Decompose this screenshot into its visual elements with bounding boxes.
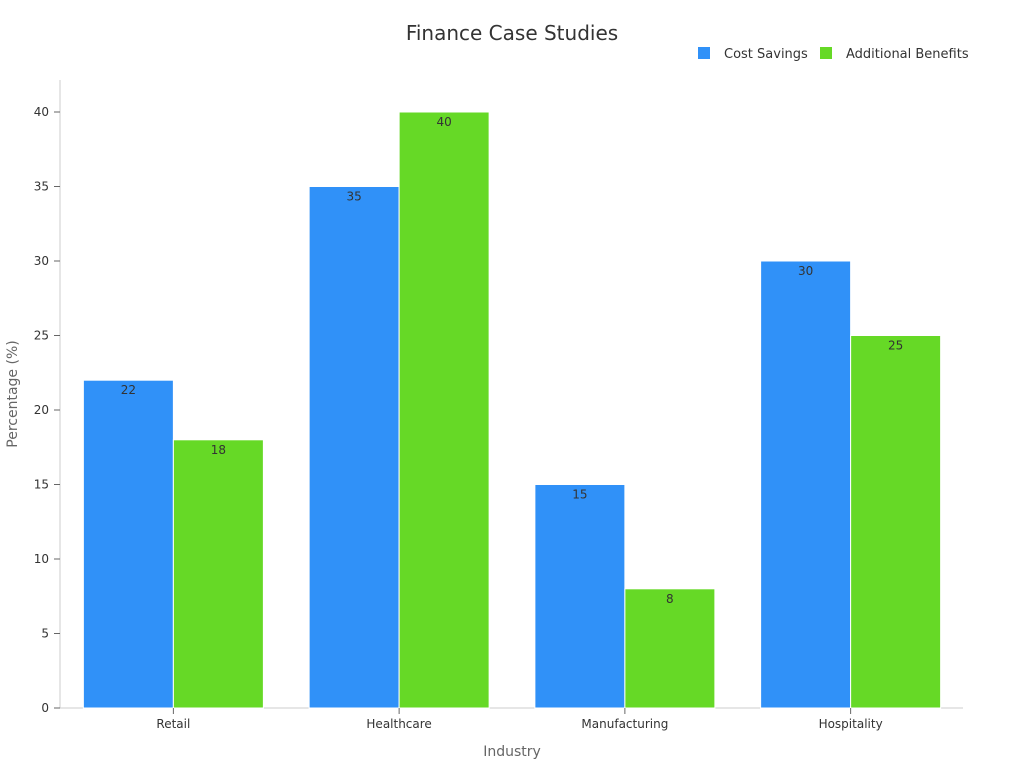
x-tick-label: Hospitality — [819, 717, 883, 731]
y-tick-label: 30 — [34, 254, 49, 268]
legend-item-cost-savings[interactable]: Cost Savings — [698, 47, 808, 62]
bar-retail-additional-benefits[interactable] — [172, 439, 264, 709]
bar-label-healthcare-cost-savings: 35 — [346, 190, 361, 204]
bar-label-manufacturing-additional-benefits: 8 — [666, 592, 674, 606]
bar-manufacturing-cost-savings[interactable] — [534, 484, 626, 709]
bar-hospitality-cost-savings[interactable] — [760, 260, 852, 709]
y-tick-label: 35 — [34, 180, 49, 194]
x-tick-label: Healthcare — [366, 717, 431, 731]
legend-item-additional-benefits[interactable]: Additional Benefits — [820, 47, 969, 62]
x-tick-label: Retail — [156, 717, 190, 731]
bar-healthcare-cost-savings[interactable] — [308, 186, 400, 709]
legend-swatch-cost-savings — [698, 47, 710, 59]
bar-healthcare-additional-benefits[interactable] — [398, 111, 490, 709]
bar-label-retail-additional-benefits: 18 — [211, 443, 226, 457]
bar-label-retail-cost-savings: 22 — [121, 383, 136, 397]
y-tick-label: 20 — [34, 403, 49, 417]
bar-hospitality-additional-benefits[interactable] — [850, 335, 942, 709]
bar-data-labels: 22 18 35 40 15 8 30 25 — [121, 115, 904, 606]
legend: Cost Savings Additional Benefits — [698, 47, 969, 62]
bar-label-healthcare-additional-benefits: 40 — [436, 115, 451, 129]
y-tick-label: 0 — [41, 701, 49, 715]
bar-label-hospitality-additional-benefits: 25 — [888, 339, 903, 353]
bar-retail-cost-savings[interactable] — [82, 379, 174, 709]
legend-label-cost-savings: Cost Savings — [724, 47, 808, 62]
y-axis-title: Percentage (%) — [5, 340, 21, 447]
bar-label-hospitality-cost-savings: 30 — [798, 264, 813, 278]
legend-swatch-additional-benefits — [820, 47, 832, 59]
y-tick-label: 5 — [41, 627, 49, 641]
y-tick-label: 15 — [34, 478, 49, 492]
x-axis-ticks: Retail Healthcare Manufacturing Hospitality — [156, 708, 883, 731]
x-tick-label: Manufacturing — [581, 717, 668, 731]
bar-manufacturing-additional-benefits[interactable] — [624, 588, 716, 709]
y-axis-ticks: 0 5 10 15 20 25 30 35 40 — [34, 105, 60, 715]
y-tick-label: 10 — [34, 552, 49, 566]
bar-label-manufacturing-cost-savings: 15 — [572, 488, 587, 502]
bars — [82, 111, 942, 709]
legend-label-additional-benefits: Additional Benefits — [846, 47, 969, 62]
y-tick-label: 40 — [34, 105, 49, 119]
y-tick-label: 25 — [34, 329, 49, 343]
x-axis-title: Industry — [483, 744, 541, 760]
chart-title: Finance Case Studies — [406, 21, 618, 45]
